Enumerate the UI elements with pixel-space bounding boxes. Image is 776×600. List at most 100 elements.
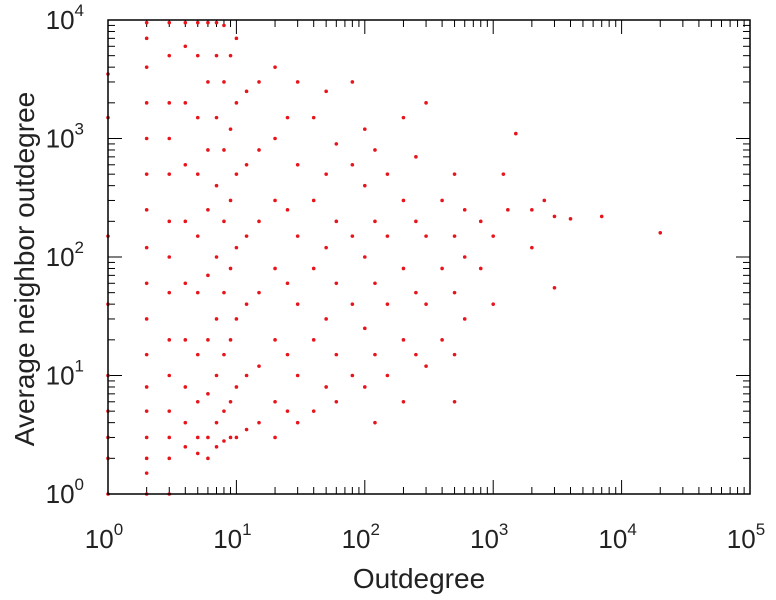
data-point xyxy=(414,352,418,357)
data-point xyxy=(373,281,377,286)
data-point xyxy=(144,101,149,105)
data-point xyxy=(222,290,226,295)
data-point xyxy=(478,219,483,224)
data-point xyxy=(462,317,467,321)
data-point xyxy=(222,80,226,84)
minor-ticks xyxy=(108,20,750,494)
data-point xyxy=(373,420,377,425)
data-point xyxy=(206,20,210,25)
data-point xyxy=(273,338,277,342)
data-point xyxy=(295,162,300,167)
data-point xyxy=(195,53,200,58)
data-point xyxy=(491,302,496,306)
data-point xyxy=(144,20,149,25)
data-point xyxy=(285,208,290,212)
data-point xyxy=(506,208,510,212)
data-point xyxy=(285,352,290,357)
data-point xyxy=(363,127,367,131)
data-point xyxy=(234,36,239,41)
data-point xyxy=(167,409,172,413)
data-point xyxy=(324,385,328,389)
data-point xyxy=(195,290,200,295)
data-point xyxy=(363,183,367,188)
data-point xyxy=(552,285,557,290)
x-tick-label: 105 xyxy=(727,520,765,554)
data-point xyxy=(295,80,300,84)
data-point xyxy=(424,302,428,306)
data-point xyxy=(206,208,210,212)
data-point xyxy=(373,219,377,224)
x-tick-label: 102 xyxy=(342,520,380,554)
data-point xyxy=(195,399,200,404)
data-point xyxy=(273,198,277,203)
data-point xyxy=(311,266,316,271)
data-point xyxy=(167,290,172,295)
data-point xyxy=(234,245,239,250)
data-points xyxy=(106,20,663,496)
data-point xyxy=(424,101,428,105)
data-point xyxy=(214,373,219,378)
data-point xyxy=(273,435,277,440)
data-point xyxy=(167,136,172,141)
data-point xyxy=(206,338,210,342)
x-tick-labels: 100 101 102 103 104 105 xyxy=(85,520,765,554)
data-point xyxy=(167,53,172,58)
data-point xyxy=(206,392,210,396)
data-point xyxy=(167,435,172,440)
data-point xyxy=(285,409,290,413)
data-point xyxy=(478,266,483,271)
data-point xyxy=(311,115,316,120)
data-point xyxy=(452,234,457,238)
data-point xyxy=(324,245,328,250)
data-point xyxy=(183,385,188,389)
data-point xyxy=(234,172,239,176)
data-point xyxy=(363,385,367,389)
data-point xyxy=(183,420,188,425)
data-point xyxy=(222,439,226,443)
data-point xyxy=(183,44,188,49)
data-point xyxy=(183,20,188,25)
data-point xyxy=(295,373,300,378)
plot-frame xyxy=(107,19,751,495)
data-point xyxy=(195,451,200,456)
data-point xyxy=(373,148,377,152)
data-point xyxy=(144,245,149,250)
data-point xyxy=(206,435,210,440)
data-point xyxy=(144,471,149,475)
y-tick-label: 101 xyxy=(46,357,84,391)
data-point xyxy=(228,198,233,203)
data-point xyxy=(234,435,239,440)
data-point xyxy=(350,162,355,167)
data-point xyxy=(311,409,316,413)
data-point xyxy=(144,172,149,176)
data-point xyxy=(440,338,444,342)
data-point xyxy=(273,136,277,141)
data-point xyxy=(195,435,200,440)
data-point xyxy=(285,281,290,286)
x-tick-label: 103 xyxy=(470,520,508,554)
data-point xyxy=(295,420,300,425)
data-point xyxy=(552,214,557,219)
data-point xyxy=(452,399,457,404)
data-point xyxy=(401,266,406,271)
data-point xyxy=(273,399,277,404)
data-point xyxy=(257,290,261,295)
data-point xyxy=(324,317,328,321)
data-point xyxy=(462,208,467,212)
data-point xyxy=(334,352,339,357)
data-point xyxy=(295,302,300,306)
data-point xyxy=(350,80,355,84)
data-point xyxy=(257,219,261,224)
data-point xyxy=(183,445,188,449)
data-point xyxy=(222,219,226,224)
data-point xyxy=(257,420,261,425)
data-point xyxy=(599,214,604,219)
data-point xyxy=(144,65,149,69)
data-point xyxy=(424,364,428,368)
data-point xyxy=(324,172,328,176)
data-point xyxy=(324,89,328,94)
data-point xyxy=(195,234,200,238)
data-point xyxy=(424,234,428,238)
data-point xyxy=(183,281,188,286)
data-point xyxy=(228,399,233,404)
